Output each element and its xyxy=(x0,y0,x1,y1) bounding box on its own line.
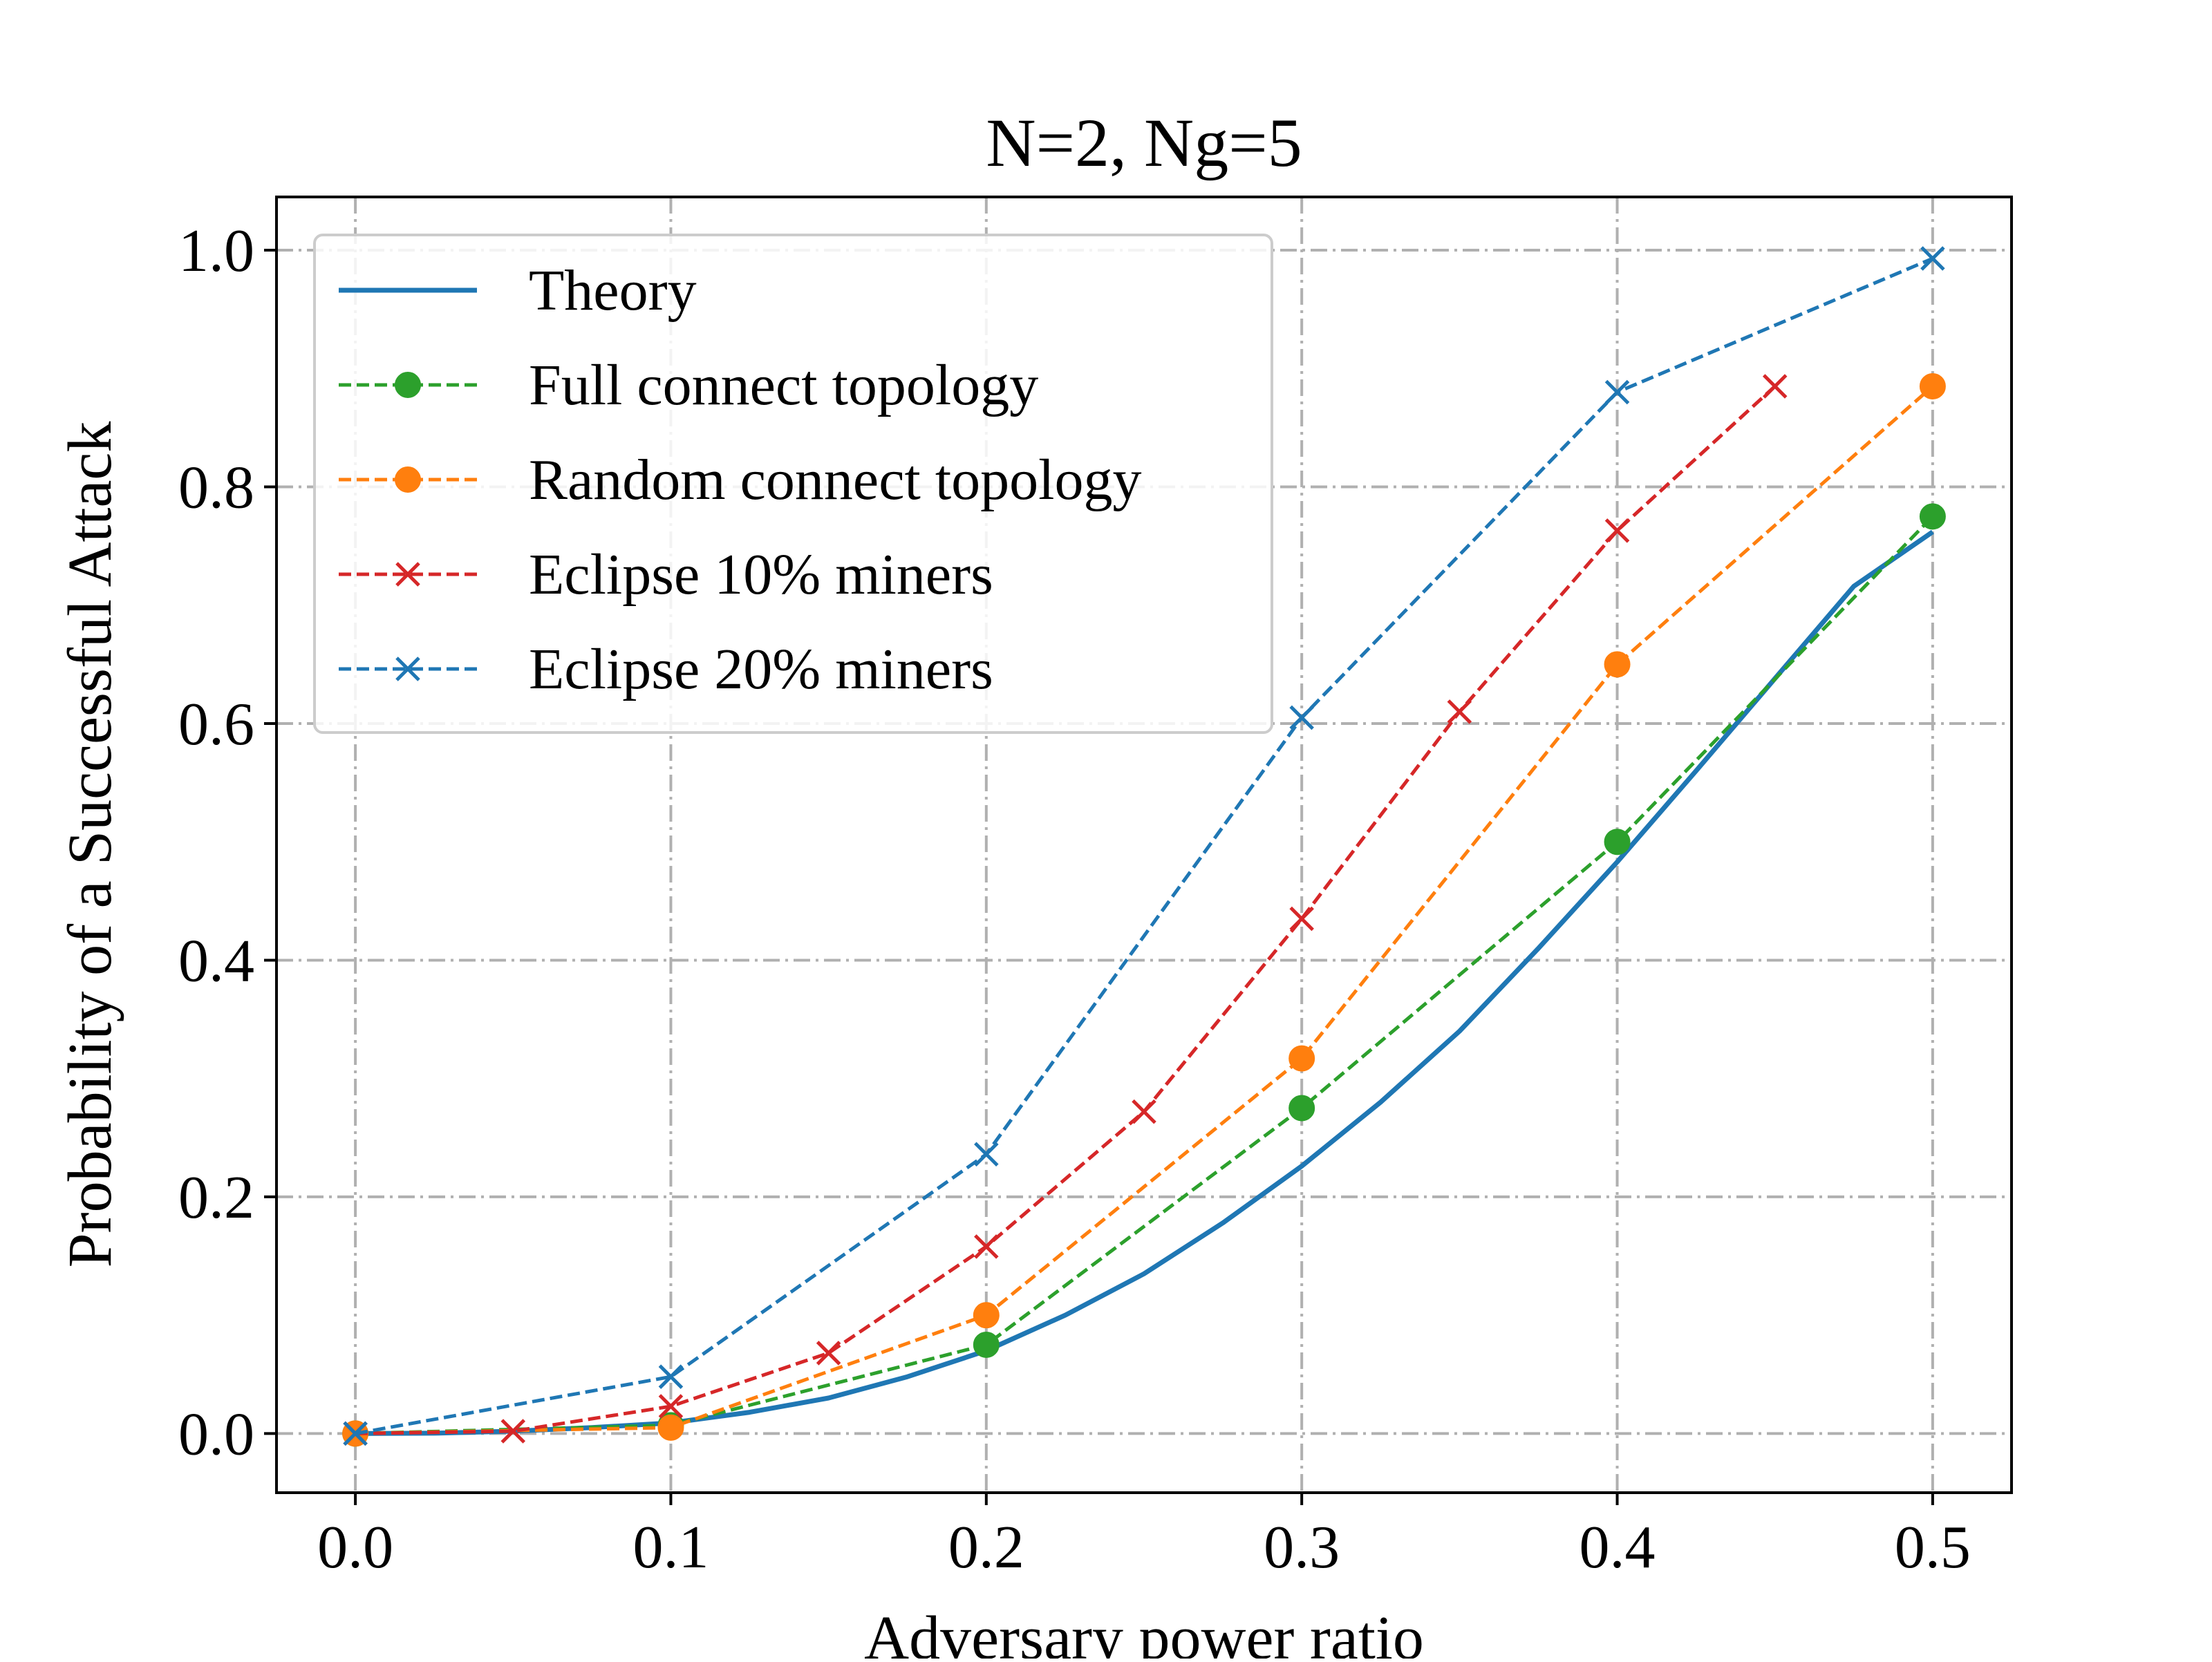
marker-stroke xyxy=(395,657,420,681)
data-point-marker xyxy=(974,1142,999,1167)
series-group xyxy=(342,246,1946,1447)
data-point-marker xyxy=(1288,1095,1315,1122)
data-point-marker xyxy=(1604,379,1630,405)
marker-stroke xyxy=(1132,1099,1156,1124)
series-line xyxy=(355,385,1934,1435)
data-point-marker xyxy=(974,1234,999,1259)
plot-frame xyxy=(275,196,2013,1494)
y-axis-label: Probability of a Successful Attack xyxy=(56,422,124,1268)
x-tick-label: 0.3 xyxy=(1264,1514,1340,1581)
legend-item: Theory xyxy=(339,258,697,323)
legend-item: Random connect topology xyxy=(339,448,1142,512)
x-tick-label: 0.4 xyxy=(1580,1514,1656,1581)
data-point-marker xyxy=(1289,906,1314,932)
x-axis-label: Adversary power ratio xyxy=(864,1604,1424,1659)
series-random-connect-topology xyxy=(342,372,1946,1447)
data-point-marker xyxy=(658,1364,684,1389)
data-point-marker xyxy=(816,1341,841,1366)
marker-stroke xyxy=(1920,246,1945,271)
marker-stroke xyxy=(658,1364,684,1389)
marker-stroke xyxy=(1289,906,1314,932)
legend: Theory Full connect topology Random connec… xyxy=(313,234,1273,734)
marker-stroke xyxy=(500,1419,526,1444)
data-point-marker xyxy=(1604,651,1631,678)
series-eclipse-20-miners xyxy=(343,246,1945,1446)
legend-label: Eclipse 20% miners xyxy=(529,637,993,701)
marker-stroke xyxy=(395,562,420,587)
y-tick-label: 0.8 xyxy=(178,455,254,522)
x-tick-label: 0.2 xyxy=(948,1514,1024,1581)
marker-stroke xyxy=(1604,379,1630,405)
marker-stroke xyxy=(658,1394,684,1419)
data-point-marker xyxy=(500,1419,526,1444)
marker-stroke xyxy=(1762,374,1788,399)
data-point-marker xyxy=(1289,705,1314,730)
marker-stroke xyxy=(343,1421,368,1446)
y-tick-label: 0.0 xyxy=(178,1401,254,1468)
legend-label: Random connect topology xyxy=(529,448,1142,512)
marker-stroke xyxy=(1289,705,1314,730)
data-point-marker xyxy=(1920,246,1945,271)
data-point-marker xyxy=(1919,372,1946,399)
y-tick-label: 0.6 xyxy=(178,691,254,758)
legend-item: Full connect topology xyxy=(339,353,1038,417)
marker-stroke xyxy=(974,1142,999,1167)
data-point-marker xyxy=(973,1302,1000,1329)
data-point-marker xyxy=(343,1421,368,1446)
series-line xyxy=(355,515,1934,1435)
legend-label: Eclipse 10% miners xyxy=(529,542,993,607)
data-point-marker xyxy=(395,562,420,587)
legend-label: Theory xyxy=(529,258,697,323)
data-point-marker xyxy=(1762,374,1788,399)
x-tick-label: 0.0 xyxy=(317,1514,393,1581)
y-axis-ticks: 0.0 0.2 0.4 0.6 0.8 1.0 xyxy=(178,218,276,1468)
data-point-marker xyxy=(657,1414,684,1441)
y-tick-label: 0.4 xyxy=(178,927,254,994)
data-point-marker xyxy=(1919,503,1946,530)
data-point-marker xyxy=(973,1331,1000,1358)
x-axis-ticks: 0.0 0.1 0.2 0.3 0.4 0.5 xyxy=(317,1493,1971,1581)
y-tick-label: 1.0 xyxy=(178,218,254,285)
data-point-marker xyxy=(658,1394,684,1419)
data-point-marker xyxy=(1447,699,1472,724)
data-point-marker xyxy=(395,372,421,398)
data-point-marker xyxy=(395,466,421,493)
series-line xyxy=(355,256,1933,1435)
marker-stroke xyxy=(1447,699,1472,724)
legend-box xyxy=(313,234,1273,734)
x-tick-label: 0.5 xyxy=(1895,1514,1971,1581)
marker-stroke xyxy=(1604,518,1630,543)
legend-label: Full connect topology xyxy=(529,353,1038,417)
x-tick-label: 0.1 xyxy=(632,1514,709,1581)
series-line xyxy=(355,385,1777,1435)
legend-item: Eclipse 20% miners xyxy=(339,637,993,701)
data-point-marker xyxy=(1604,518,1630,543)
legend-item: Eclipse 10% miners xyxy=(339,542,993,607)
marker-stroke xyxy=(974,1234,999,1259)
data-point-marker xyxy=(1132,1099,1156,1124)
y-tick-label: 0.2 xyxy=(178,1164,254,1231)
chart-title: N=2, Ng=5 xyxy=(986,104,1302,181)
data-point-marker xyxy=(1288,1045,1315,1072)
marker-stroke xyxy=(816,1341,841,1366)
data-point-marker xyxy=(395,657,420,681)
data-point-marker xyxy=(1604,829,1631,856)
